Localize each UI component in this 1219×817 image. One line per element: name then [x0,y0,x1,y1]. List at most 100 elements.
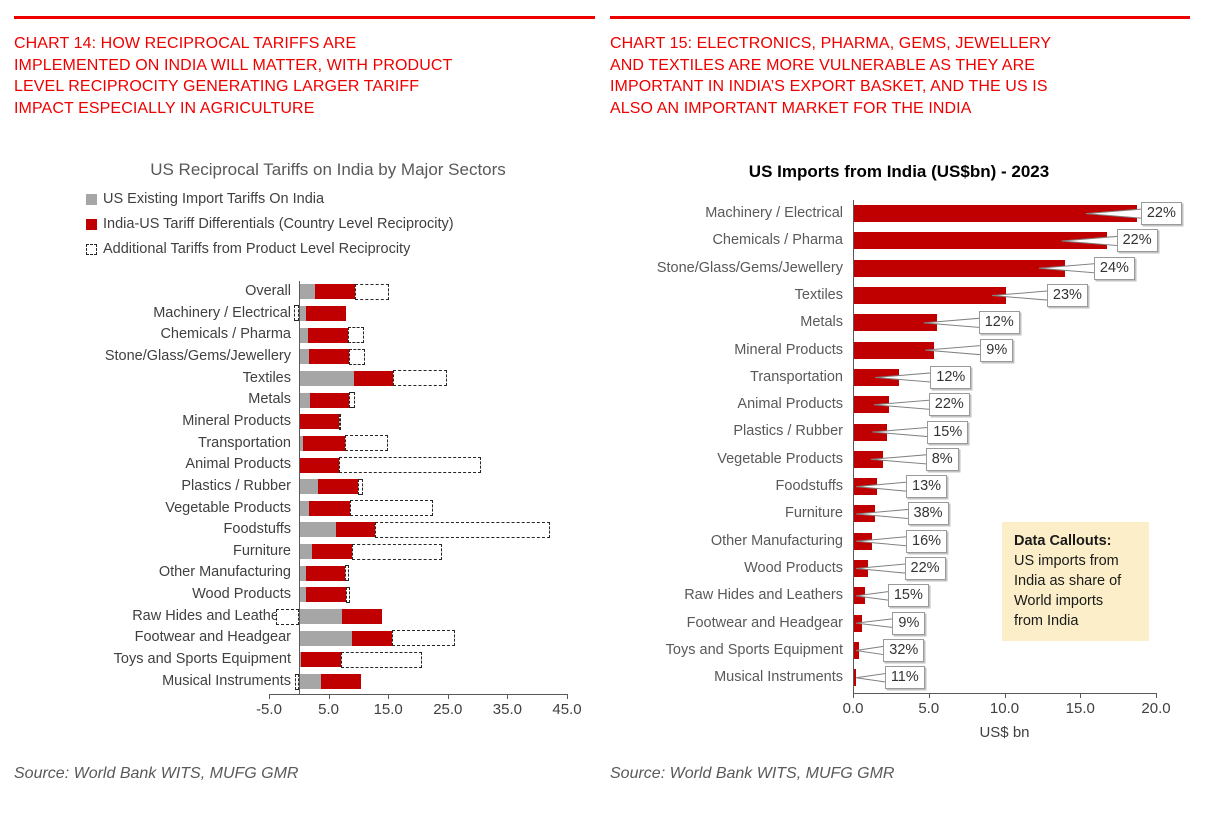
category-label: Furniture [232,542,291,559]
data-callout-label: 22% [904,557,946,581]
x-axis-tick-label: 45.0 [552,701,582,718]
bar-segment-product-level-additional [345,586,351,603]
bar-segment-existing-tariff [299,349,310,365]
import-value-bar [854,614,863,632]
x-axis-tick-label: 20.0 [1141,700,1171,717]
callout-leader [925,344,987,356]
bar-segment-product-level-additional [352,543,443,560]
right-panel-rule [610,16,1190,19]
data-callout-label: 9% [980,338,1014,362]
left-panel-rule [14,16,595,19]
x-axis-tick-label: 35.0 [492,701,522,718]
bar-segment-existing-tariff [299,479,319,495]
category-label: Musical Instruments [162,672,291,689]
import-value-bar [854,205,1138,223]
left-chart-title: US Reciprocal Tariffs on India by Major … [150,160,506,179]
x-axis-tick-label: 10.0 [989,700,1020,717]
bar-segment-country-differential [318,479,359,495]
bar-segment-country-differential [300,414,340,430]
data-callout-label: 22% [1140,202,1182,226]
bar-segment-product-level-additional [294,305,299,322]
legend-item: India-US Tariff Differentials (Country L… [86,215,454,233]
legend-swatch-dashed [86,243,97,255]
category-label: Stone/Glass/Gems/Jewellery [104,347,291,364]
bar-segment-existing-tariff [299,370,355,386]
category-label: Other Manufacturing [158,564,291,581]
import-value-bar [854,259,1065,277]
data-callout-label: 12% [978,311,1020,335]
import-value-bar [854,396,889,414]
bar-segment-product-level-additional [392,370,447,387]
legend-item: US Existing Import Tariffs On India [86,190,454,208]
bar-segment-country-differential [301,652,341,668]
category-label: Foodstuffs [775,478,843,494]
category-label: Animal Products [737,396,843,413]
data-callout-label: 16% [906,529,948,553]
x-axis-tick [447,694,449,699]
category-label: Raw Hides and Leathers [684,587,843,604]
import-value-bar [854,450,883,468]
category-label: Vegetable Products [717,450,843,467]
import-value-bar [854,368,900,386]
note-title: Data Callouts: [1014,533,1112,549]
x-axis-tick-label: 15.0 [373,701,403,718]
data-callout-label: 23% [1046,284,1088,308]
category-label: Wood Products [192,586,291,603]
bar-segment-country-differential [311,544,353,560]
data-callout-label: 24% [1093,256,1135,280]
data-callout-label: 13% [906,475,948,499]
category-label: Other Manufacturing [710,532,843,549]
import-value-bar [854,505,876,523]
bar-segment-existing-tariff [299,522,336,538]
category-label: Overall [245,283,291,299]
import-value-bar [854,314,938,332]
bar-segment-country-differential [307,327,349,343]
category-label: Vegetable Products [165,499,291,516]
data-callouts-note: Data Callouts: US imports from India as … [1002,522,1149,641]
data-callout-label: 38% [907,502,949,526]
data-callout-label: 22% [928,393,970,417]
x-axis-tick-label: 5.0 [318,701,340,718]
category-label: Mineral Products [182,412,291,429]
x-axis-tick [388,694,390,699]
bar-segment-country-differential [335,522,376,538]
import-value-bar [854,341,935,359]
category-label: Textiles [794,286,843,303]
category-label: Textiles [242,369,291,386]
bar-segment-existing-tariff [299,544,312,560]
bar-segment-country-differential [341,609,382,625]
category-label: Furniture [784,505,843,522]
bar-segment-product-level-additional [339,413,342,430]
legend-label: US Existing Import Tariffs On India [103,191,325,207]
chart14-heading: CHART 14: HOW RECIPROCAL TARIFFS ARE IMP… [14,35,453,118]
bar-segment-product-level-additional [348,392,355,409]
import-value-bar [854,641,860,659]
bar-segment-existing-tariff [299,652,302,668]
legend-swatch-red [86,218,97,230]
category-label: Metals [800,314,843,331]
bar-segment-existing-tariff [299,327,308,343]
import-value-bar [854,478,877,496]
x-axis-tick [1156,693,1157,698]
bar-segment-country-differential [309,500,351,516]
import-value-bar [854,232,1107,250]
category-label: Chemicals / Pharma [160,326,291,343]
x-axis-line [269,694,567,695]
category-label: Transportation [750,368,843,385]
bar-segment-product-level-additional [347,327,364,344]
category-label: Animal Products [185,456,291,473]
category-label: Stone/Glass/Gems/Jewellery [656,259,843,276]
bar-segment-existing-tariff [299,630,352,646]
x-axis-tick [1080,693,1082,698]
category-label: Machinery / Electrical [705,205,843,221]
bar-segment-country-differential [306,305,346,321]
bar-segment-country-differential [300,457,340,473]
bar-segment-country-differential [309,349,350,365]
legend-label: India-US Tariff Differentials (Country L… [103,216,454,232]
left-chart-legend: US Existing Import Tariffs On India India… [86,190,454,265]
bar-segment-country-differential [310,392,350,408]
data-callout-label: 12% [930,365,972,389]
bar-segment-product-level-additional [357,478,363,495]
legend-swatch-gray [86,193,97,205]
